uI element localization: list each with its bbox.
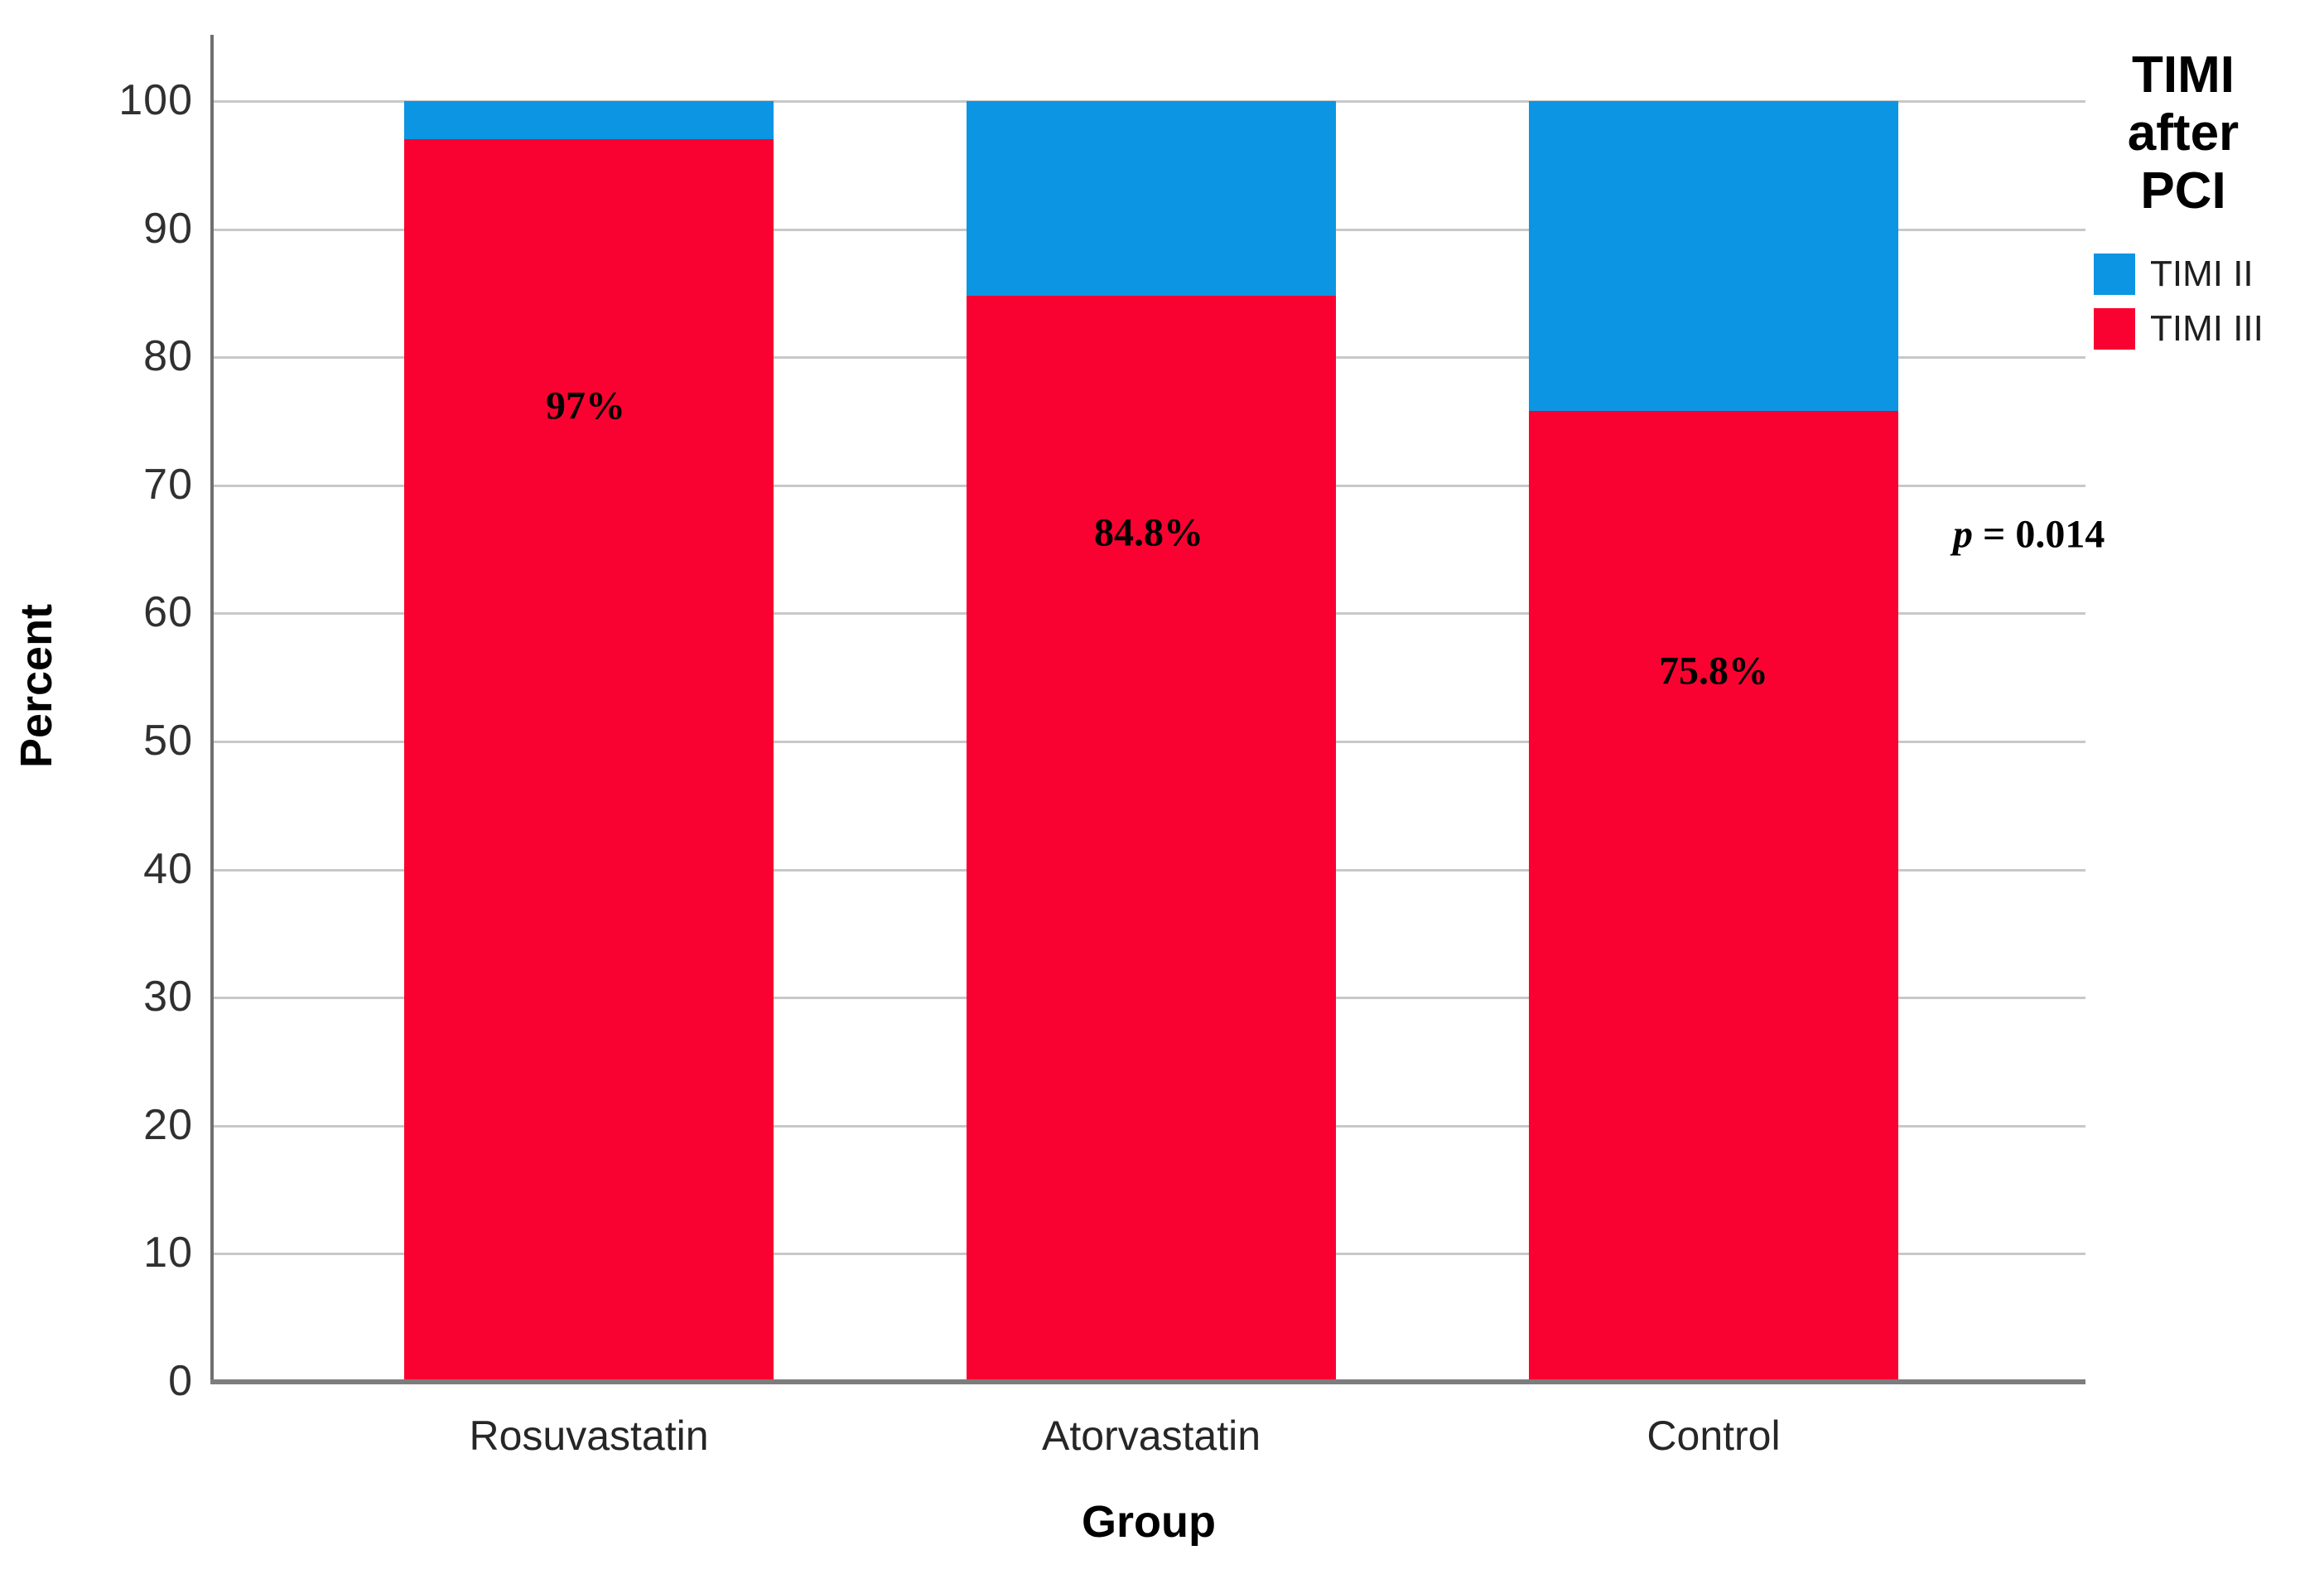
bar-atorvastatin-timi-ii	[967, 101, 1336, 296]
y-tick-label-10: 10	[143, 1229, 193, 1277]
x-category-label-rosuvastatin: Rosuvastatin	[469, 1413, 709, 1459]
x-category-label-control: Control	[1647, 1413, 1781, 1459]
bar-atorvastatin-timi-iii	[967, 295, 1336, 1382]
bar-rosuvastatin-timi-ii	[404, 101, 774, 140]
legend-label-timi-iii: TIMI III	[2150, 308, 2264, 349]
y-tick-label-70: 70	[143, 460, 193, 509]
bar-value-label-atorvastatin: 84.8%	[1094, 510, 1203, 555]
y-axis-title: Percent	[12, 603, 61, 769]
y-tick-label-60: 60	[143, 588, 193, 637]
p-value-symbol: p	[1953, 512, 1973, 557]
legend-swatch-timi-iii	[2094, 308, 2135, 350]
x-category-label-atorvastatin: Atorvastatin	[1041, 1413, 1261, 1459]
bar-value-label-control: 75.8%	[1659, 649, 1768, 693]
x-axis-title: Group	[1082, 1497, 1216, 1547]
y-tick-label-100: 100	[118, 75, 193, 124]
p-value-text: = 0.014	[1973, 512, 2105, 557]
bar-value-label-rosuvastatin: 97%	[546, 384, 625, 428]
legend: TIMI after PCI TIMI II TIMI III	[2079, 46, 2288, 363]
bar-control-timi-ii	[1529, 101, 1898, 412]
legend-item-timi-ii: TIMI II	[2094, 254, 2288, 295]
y-tick-label-20: 20	[143, 1100, 193, 1149]
x-axis-line	[210, 1379, 2085, 1384]
y-tick-label-80: 80	[143, 331, 193, 380]
legend-title-line-2: after	[2127, 104, 2240, 162]
bar-rosuvastatin-timi-iii	[404, 139, 774, 1382]
legend-title-line-1: TIMI	[2132, 46, 2235, 104]
y-tick-label-50: 50	[143, 716, 193, 765]
y-tick-label-0: 0	[168, 1356, 193, 1405]
legend-item-timi-iii: TIMI III	[2094, 308, 2288, 350]
p-value-annotation: p = 0.014	[1953, 512, 2105, 558]
legend-swatch-timi-ii	[2094, 254, 2135, 295]
y-axis-line	[210, 35, 214, 1382]
legend-title-line-3: PCI	[2140, 162, 2226, 220]
y-tick-label-90: 90	[143, 204, 193, 253]
bar-control-timi-iii	[1529, 411, 1898, 1382]
y-tick-label-40: 40	[143, 844, 193, 893]
legend-items: TIMI II TIMI III	[2079, 254, 2288, 350]
legend-title: TIMI after PCI	[2079, 46, 2288, 220]
y-tick-label-30: 30	[143, 972, 193, 1021]
legend-label-timi-ii: TIMI II	[2150, 254, 2254, 294]
